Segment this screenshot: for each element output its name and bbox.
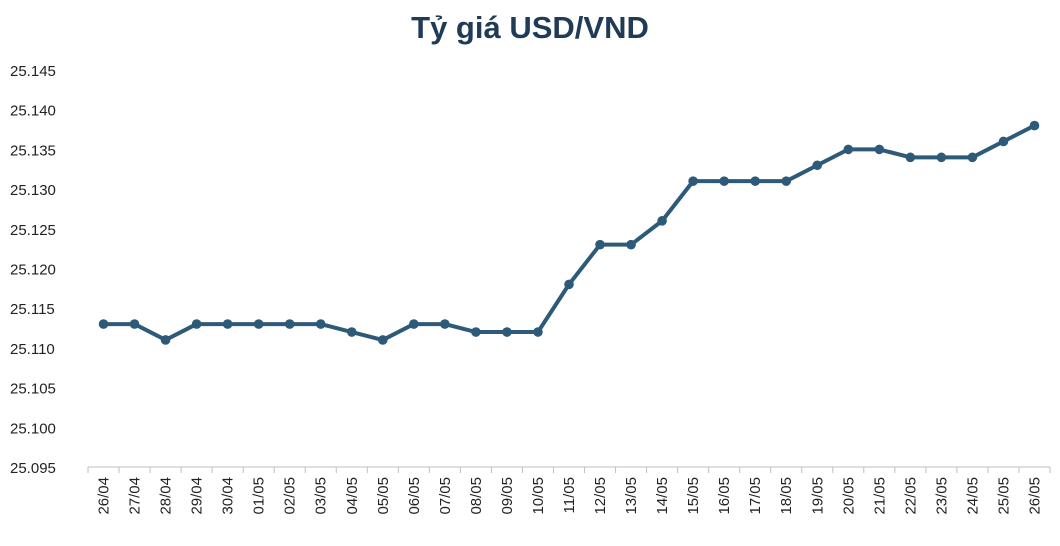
y-axis: 25.095 25.100 25.105 25.110 25.115 25.120 25.1… [10, 63, 56, 477]
data-point [284, 319, 295, 329]
x-tick-label: 04/05 [344, 477, 361, 515]
y-tick-label: 25.105 [10, 381, 56, 398]
data-point [502, 327, 512, 337]
y-tick-label: 25.110 [10, 341, 55, 358]
x-tick-label: 26/04 [96, 477, 113, 515]
x-tick-label: 10/05 [530, 477, 547, 515]
data-point [1029, 120, 1040, 131]
data-point [874, 144, 885, 155]
data-point [471, 327, 481, 337]
y-tick-label: 25.145 [10, 63, 56, 80]
data-point [750, 176, 760, 186]
y-tick-label: 25.125 [10, 222, 56, 239]
series-usd-vnd [98, 120, 1040, 345]
x-tick-label: 16/05 [716, 477, 733, 515]
x-tick-label: 14/05 [654, 477, 671, 515]
x-tick-label: 26/05 [1026, 477, 1043, 515]
data-point [440, 319, 450, 329]
x-tick-label: 24/05 [964, 477, 981, 515]
x-tick-label: 21/05 [871, 477, 888, 515]
x-tick-label: 27/04 [127, 477, 144, 515]
x-tick-label: 11/05 [561, 477, 578, 513]
x-tick-label: 13/05 [623, 477, 640, 515]
y-tick-label: 25.130 [10, 182, 56, 199]
series-line [101, 123, 1037, 342]
x-tick-label: 03/05 [313, 477, 330, 515]
y-tick-label: 25.095 [10, 460, 56, 477]
data-point [129, 319, 140, 329]
x-tick-label: 18/05 [778, 477, 795, 515]
data-point [98, 319, 109, 329]
x-tick-label: 17/05 [747, 477, 764, 515]
data-point [719, 176, 729, 186]
y-tick-label: 25.140 [10, 103, 56, 120]
y-tick-label: 25.135 [10, 142, 56, 159]
x-tick-label: 29/04 [189, 477, 206, 515]
data-point [253, 319, 264, 329]
y-tick-label: 25.120 [10, 262, 56, 279]
x-tick-label: 23/05 [933, 477, 950, 515]
x-tick-label: 25/05 [995, 477, 1012, 515]
data-point [936, 152, 947, 163]
y-tick-label: 25.100 [10, 420, 56, 437]
x-tick-label: 01/05 [251, 477, 268, 515]
data-point [222, 319, 233, 329]
x-tick-label: 06/05 [406, 477, 423, 515]
data-point [626, 239, 636, 250]
data-point [812, 160, 823, 171]
x-tick-label: 09/05 [499, 477, 516, 515]
data-point [688, 176, 698, 186]
x-tick-label: 07/05 [437, 477, 454, 515]
data-point [346, 327, 357, 337]
x-tick-label: 08/05 [468, 477, 485, 515]
x-tick-label: 28/04 [158, 477, 175, 515]
data-point [191, 319, 202, 329]
data-point [315, 319, 326, 329]
data-point [409, 319, 419, 329]
x-tick-label: 30/04 [220, 477, 237, 515]
data-point [657, 216, 667, 226]
data-point [160, 335, 171, 345]
data-point [533, 327, 543, 337]
x-tick-label: 22/05 [902, 477, 919, 515]
data-point [905, 152, 916, 163]
x-tick-label: 19/05 [809, 477, 826, 515]
data-point [781, 176, 792, 186]
data-point [998, 136, 1009, 147]
x-axis: 26/04 27/04 28/04 29/04 30/04 01/05 02/05 03/05… [87, 466, 1051, 515]
y-tick-label: 25.115 [10, 301, 55, 318]
data-point [843, 144, 854, 155]
x-tick-label: 02/05 [282, 477, 299, 515]
data-point [595, 239, 605, 250]
x-tick-label: 20/05 [840, 477, 857, 515]
x-tick-label: 12/05 [592, 477, 609, 515]
chart-title: Tỷ giá USD/VND [411, 10, 649, 45]
x-tick-label: 05/05 [375, 477, 392, 515]
x-tick-label: 15/05 [685, 477, 702, 515]
data-point [564, 279, 574, 290]
data-point [967, 152, 978, 163]
data-point [378, 335, 388, 345]
